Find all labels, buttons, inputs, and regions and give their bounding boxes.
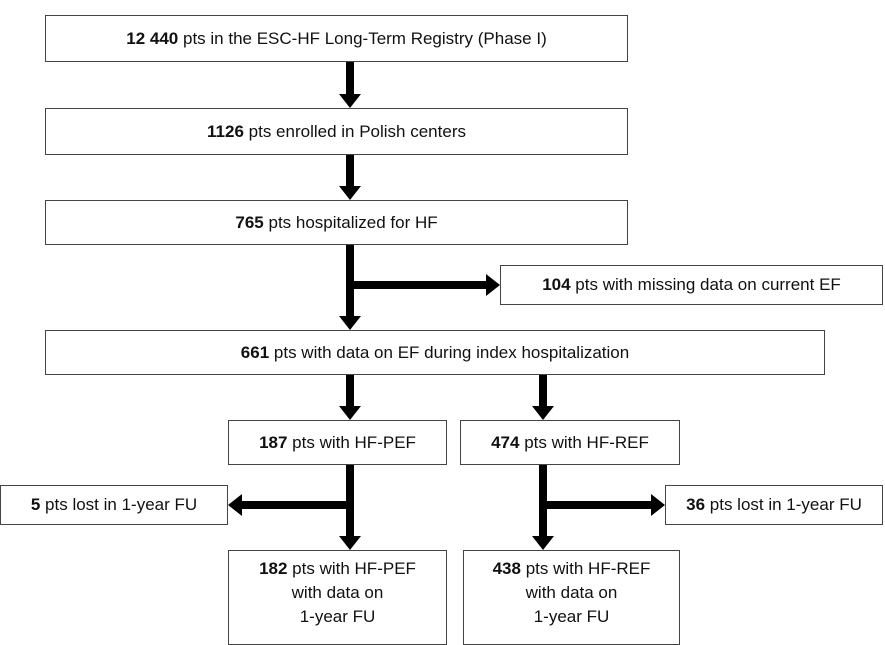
box-text: 104 pts with missing data on current EF	[542, 273, 841, 297]
flow-box: 36 pts lost in 1-year FU	[665, 485, 883, 525]
arrowhead	[228, 494, 242, 516]
connectors	[240, 62, 653, 538]
label: pts in the ESC-HF Long-Term Registry (Ph…	[183, 28, 547, 48]
label: pts with HF-PEF	[292, 432, 416, 452]
arrowhead	[339, 406, 361, 420]
arrowhead	[532, 406, 554, 420]
label: 1-year FU	[299, 607, 376, 626]
count: 438	[492, 559, 521, 578]
arrowhead	[651, 494, 665, 516]
count: 474	[491, 432, 520, 452]
box-text: 187 pts with HF-PEF	[259, 431, 416, 455]
flow-box: 1126 pts enrolled in Polish centers	[45, 108, 628, 155]
count: 765	[235, 212, 264, 232]
flow-box: 661 pts with data on EF during index hos…	[45, 330, 825, 375]
label: 1-year FU	[533, 607, 610, 626]
arrowhead	[339, 94, 361, 108]
label: with data on	[525, 583, 618, 602]
arrowhead	[339, 316, 361, 330]
label: pts with HF-PEF	[292, 559, 416, 578]
flow-box: 12 440 pts in the ESC-HF Long-Term Regis…	[45, 15, 628, 62]
count: 187	[259, 432, 288, 452]
count: 5	[30, 495, 41, 514]
label: pts enrolled in Polish centers	[248, 121, 466, 141]
box-text: 182 pts with HF-PEF	[259, 557, 416, 581]
label: pts lost in 1-year FU	[45, 495, 198, 514]
label: pts with HF-REF	[524, 432, 649, 452]
box-text: 438 pts with HF-REF	[493, 557, 651, 581]
count: 36	[686, 495, 706, 514]
label: pts hospitalized for HF	[268, 212, 438, 232]
flow-box: 5 pts lost in 1-year FU	[0, 485, 228, 525]
arrowhead	[339, 186, 361, 200]
box-text: 12 440 pts in the ESC-HF Long-Term Regis…	[126, 27, 546, 51]
label: with data on	[291, 583, 384, 602]
box-text: 765 pts hospitalized for HF	[235, 211, 437, 235]
arrowhead	[486, 274, 500, 296]
box-text: 661 pts with data on EF during index hos…	[241, 341, 629, 365]
count: 661	[240, 342, 270, 362]
flow-box: 104 pts with missing data on current EF	[500, 265, 883, 305]
box-text: 5 pts lost in 1-year FU	[31, 493, 197, 517]
box-text: 474 pts with HF-REF	[491, 431, 649, 455]
arrowhead	[339, 536, 361, 550]
arrowheads	[228, 94, 665, 550]
arrowhead	[532, 536, 554, 550]
box-text: 1126 pts enrolled in Polish centers	[207, 120, 466, 144]
flow-box: 438 pts with HF-REF with data on 1-year …	[463, 550, 680, 645]
flow-box: 182 pts with HF-PEF with data on 1-year …	[228, 550, 447, 645]
label: pts lost in 1-year FU	[709, 495, 862, 514]
label: pts with HF-REF	[525, 559, 651, 578]
count: 12 440	[126, 28, 179, 48]
flow-box: 187 pts with HF-PEF	[228, 420, 447, 465]
count: 1126	[207, 121, 244, 141]
label: pts with missing data on current EF	[575, 275, 841, 294]
flow-box: 474 pts with HF-REF	[460, 420, 680, 465]
flow-box: 765 pts hospitalized for HF	[45, 200, 628, 245]
label: pts with data on EF during index hospita…	[273, 342, 630, 362]
count: 104	[542, 275, 571, 294]
box-text: 36 pts lost in 1-year FU	[686, 493, 862, 517]
count: 182	[259, 559, 288, 578]
